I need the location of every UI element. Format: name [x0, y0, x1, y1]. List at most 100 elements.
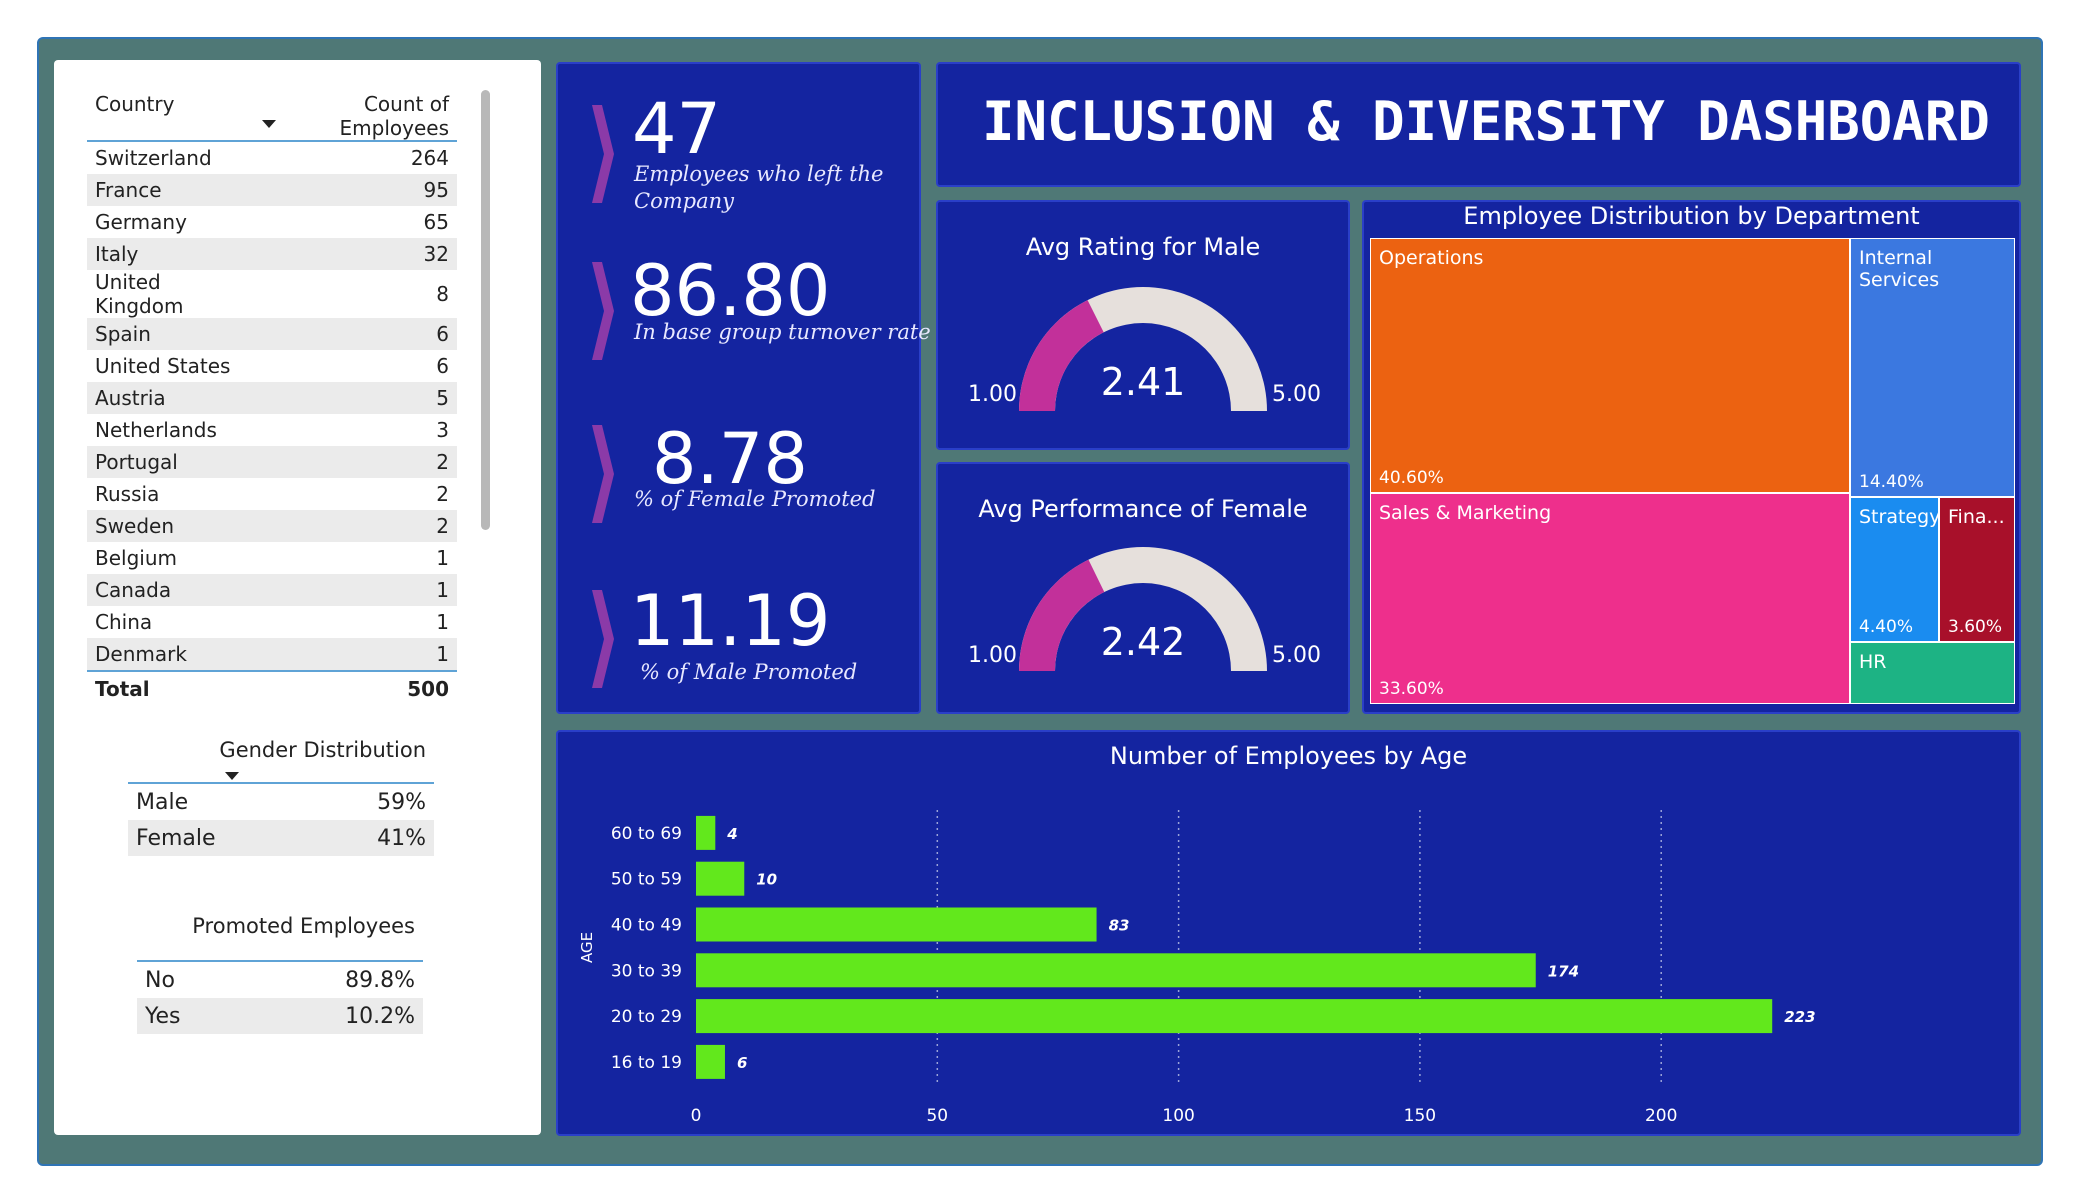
country-cell: Canada	[87, 574, 257, 606]
cell-label: Operations	[1379, 247, 1484, 269]
count-cell: 95	[256, 174, 457, 206]
count-cell: 2	[256, 446, 457, 478]
gauge-title: Avg Rating for Male	[1025, 233, 1261, 261]
cell-label: Strategy	[1859, 506, 1941, 528]
table-row[interactable]: Germany 65	[87, 206, 457, 238]
category-label: 30 to 39	[611, 961, 682, 981]
gauge-fill	[1019, 559, 1105, 671]
chevron-right-icon	[592, 590, 614, 688]
bar[interactable]	[696, 861, 745, 896]
count-cell: 32	[256, 238, 457, 270]
treemap-cell-finance[interactable]: Fina... 3.60%	[1939, 497, 2015, 642]
table-row[interactable]: Spain 6	[87, 318, 457, 350]
kpi-value: 11.19	[630, 580, 831, 662]
gauge-female-performance	[1019, 547, 1267, 671]
table-row[interactable]: United Kingdom 8	[87, 270, 457, 318]
category-label: 60 to 69	[611, 824, 682, 844]
gauge-fill	[1019, 300, 1104, 411]
kpi-label: % of Male Promoted	[640, 660, 858, 684]
treemap-cell-sales-marketing[interactable]: Sales & Marketing 33.60%	[1370, 493, 1850, 704]
sort-descending-icon[interactable]	[225, 772, 239, 780]
cell-percent: 4.40%	[1859, 617, 1914, 637]
data-label: 10	[756, 871, 777, 889]
x-tick-label: 50	[926, 1106, 948, 1126]
data-label: 223	[1784, 1008, 1815, 1026]
category-label: 40 to 49	[611, 916, 682, 936]
country-table: Country Count of Employees Switzerland 26…	[87, 86, 457, 706]
cell-percent: 3.60%	[1948, 617, 2003, 637]
gauge-title: Avg Performance of Female	[978, 495, 1308, 523]
gauge-min-label: 1.00	[968, 382, 1017, 407]
kpi-label: In base group turnover rate	[634, 320, 931, 344]
country-cell: Italy	[87, 238, 257, 270]
treemap-cell-operations[interactable]: Operations 40.60%	[1370, 238, 1850, 493]
chart-title: Number of Employees by Age	[1109, 742, 1468, 770]
bar[interactable]	[696, 815, 716, 850]
country-cell: France	[87, 174, 257, 206]
country-cell: Denmark	[87, 638, 257, 671]
promoted-header[interactable]: Promoted Employees	[137, 914, 423, 962]
table-row[interactable]: United States 6	[87, 350, 457, 382]
kpi-value: 86.80	[630, 250, 831, 332]
dashboard-title: INCLUSION & DIVERSITY DASHBOARD	[982, 90, 1990, 153]
gender-label: Female	[128, 820, 311, 856]
promoted-value: 10.2%	[244, 998, 423, 1034]
x-tick-label: 200	[1645, 1106, 1677, 1126]
treemap-cell-strategy[interactable]: Strategy 4.40%	[1850, 497, 1941, 642]
table-row[interactable]: Netherlands 3	[87, 414, 457, 446]
x-tick-label: 0	[691, 1106, 702, 1126]
promoted-label: Yes	[137, 998, 245, 1034]
table-row[interactable]: Austria 5	[87, 382, 457, 414]
category-label: 20 to 29	[611, 1007, 682, 1027]
count-cell: 1	[436, 546, 449, 570]
bar[interactable]	[696, 1044, 725, 1079]
gauge-male-rating	[1019, 287, 1267, 411]
chevron-right-icon	[592, 425, 614, 523]
table-row[interactable]: Italy 32	[87, 238, 457, 270]
data-label: 174	[1548, 962, 1579, 980]
count-cell: 2	[256, 510, 457, 542]
y-axis-label: AGE	[578, 932, 596, 963]
table-row[interactable]: France 95	[87, 174, 457, 206]
bar[interactable]	[696, 999, 1773, 1034]
age-bar-chart: 0 50 100 150 200 AGE 60 to 69 4 50 to 59 10 40 to …	[578, 810, 1816, 1126]
category-label: 50 to 59	[611, 870, 682, 890]
gauge-max-label: 5.00	[1272, 382, 1321, 407]
table-row[interactable]: Switzerland 264	[87, 141, 457, 174]
country-cell: United States	[95, 354, 231, 378]
table-row[interactable]: Portugal 2	[87, 446, 457, 478]
country-column-header[interactable]: Country	[87, 86, 257, 142]
table-row[interactable]: China 1	[87, 606, 457, 638]
table-row[interactable]: Russia 2	[87, 478, 457, 510]
count-column-header[interactable]: Count of Employees	[256, 86, 457, 142]
x-tick-label: 150	[1404, 1106, 1436, 1126]
cell-label: HR	[1859, 651, 1887, 673]
gender-value: 41%	[310, 820, 434, 856]
cell-percent: 33.60%	[1379, 679, 1444, 699]
count-cell: 8	[436, 282, 449, 306]
country-cell: Russia	[95, 482, 160, 506]
gauge-card-male-rating	[936, 200, 1350, 450]
country-table-scrollbar[interactable]	[481, 90, 490, 530]
table-row[interactable]: Denmark 1	[87, 638, 457, 671]
table-row[interactable]: Sweden 2	[87, 510, 457, 542]
sort-descending-icon[interactable]	[262, 120, 276, 128]
bar[interactable]	[696, 907, 1097, 942]
treemap-cell-internal-services[interactable]: Internal Services 14.40%	[1850, 238, 2015, 497]
title-card	[936, 62, 2021, 187]
promoted-employees-table: Promoted Employees No 89.8% Yes 10.2%	[137, 914, 423, 1034]
total-value: 500	[256, 670, 457, 706]
count-cell: 1	[256, 638, 457, 671]
x-tick-label: 100	[1162, 1106, 1194, 1126]
table-row[interactable]: Belgium 1	[87, 542, 457, 574]
cell-label: Sales & Marketing	[1379, 502, 1552, 524]
chevron-right-icon	[592, 262, 614, 360]
count-cell: 1	[256, 574, 457, 606]
gender-header[interactable]: Gender Distribution	[128, 738, 434, 784]
bar[interactable]	[696, 953, 1536, 988]
data-label: 83	[1109, 917, 1130, 935]
kpi-value: 47	[632, 88, 722, 170]
table-row[interactable]: Canada 1	[87, 574, 457, 606]
gender-label: Male	[136, 789, 189, 815]
treemap-cell-hr[interactable]: HR	[1850, 642, 2015, 704]
